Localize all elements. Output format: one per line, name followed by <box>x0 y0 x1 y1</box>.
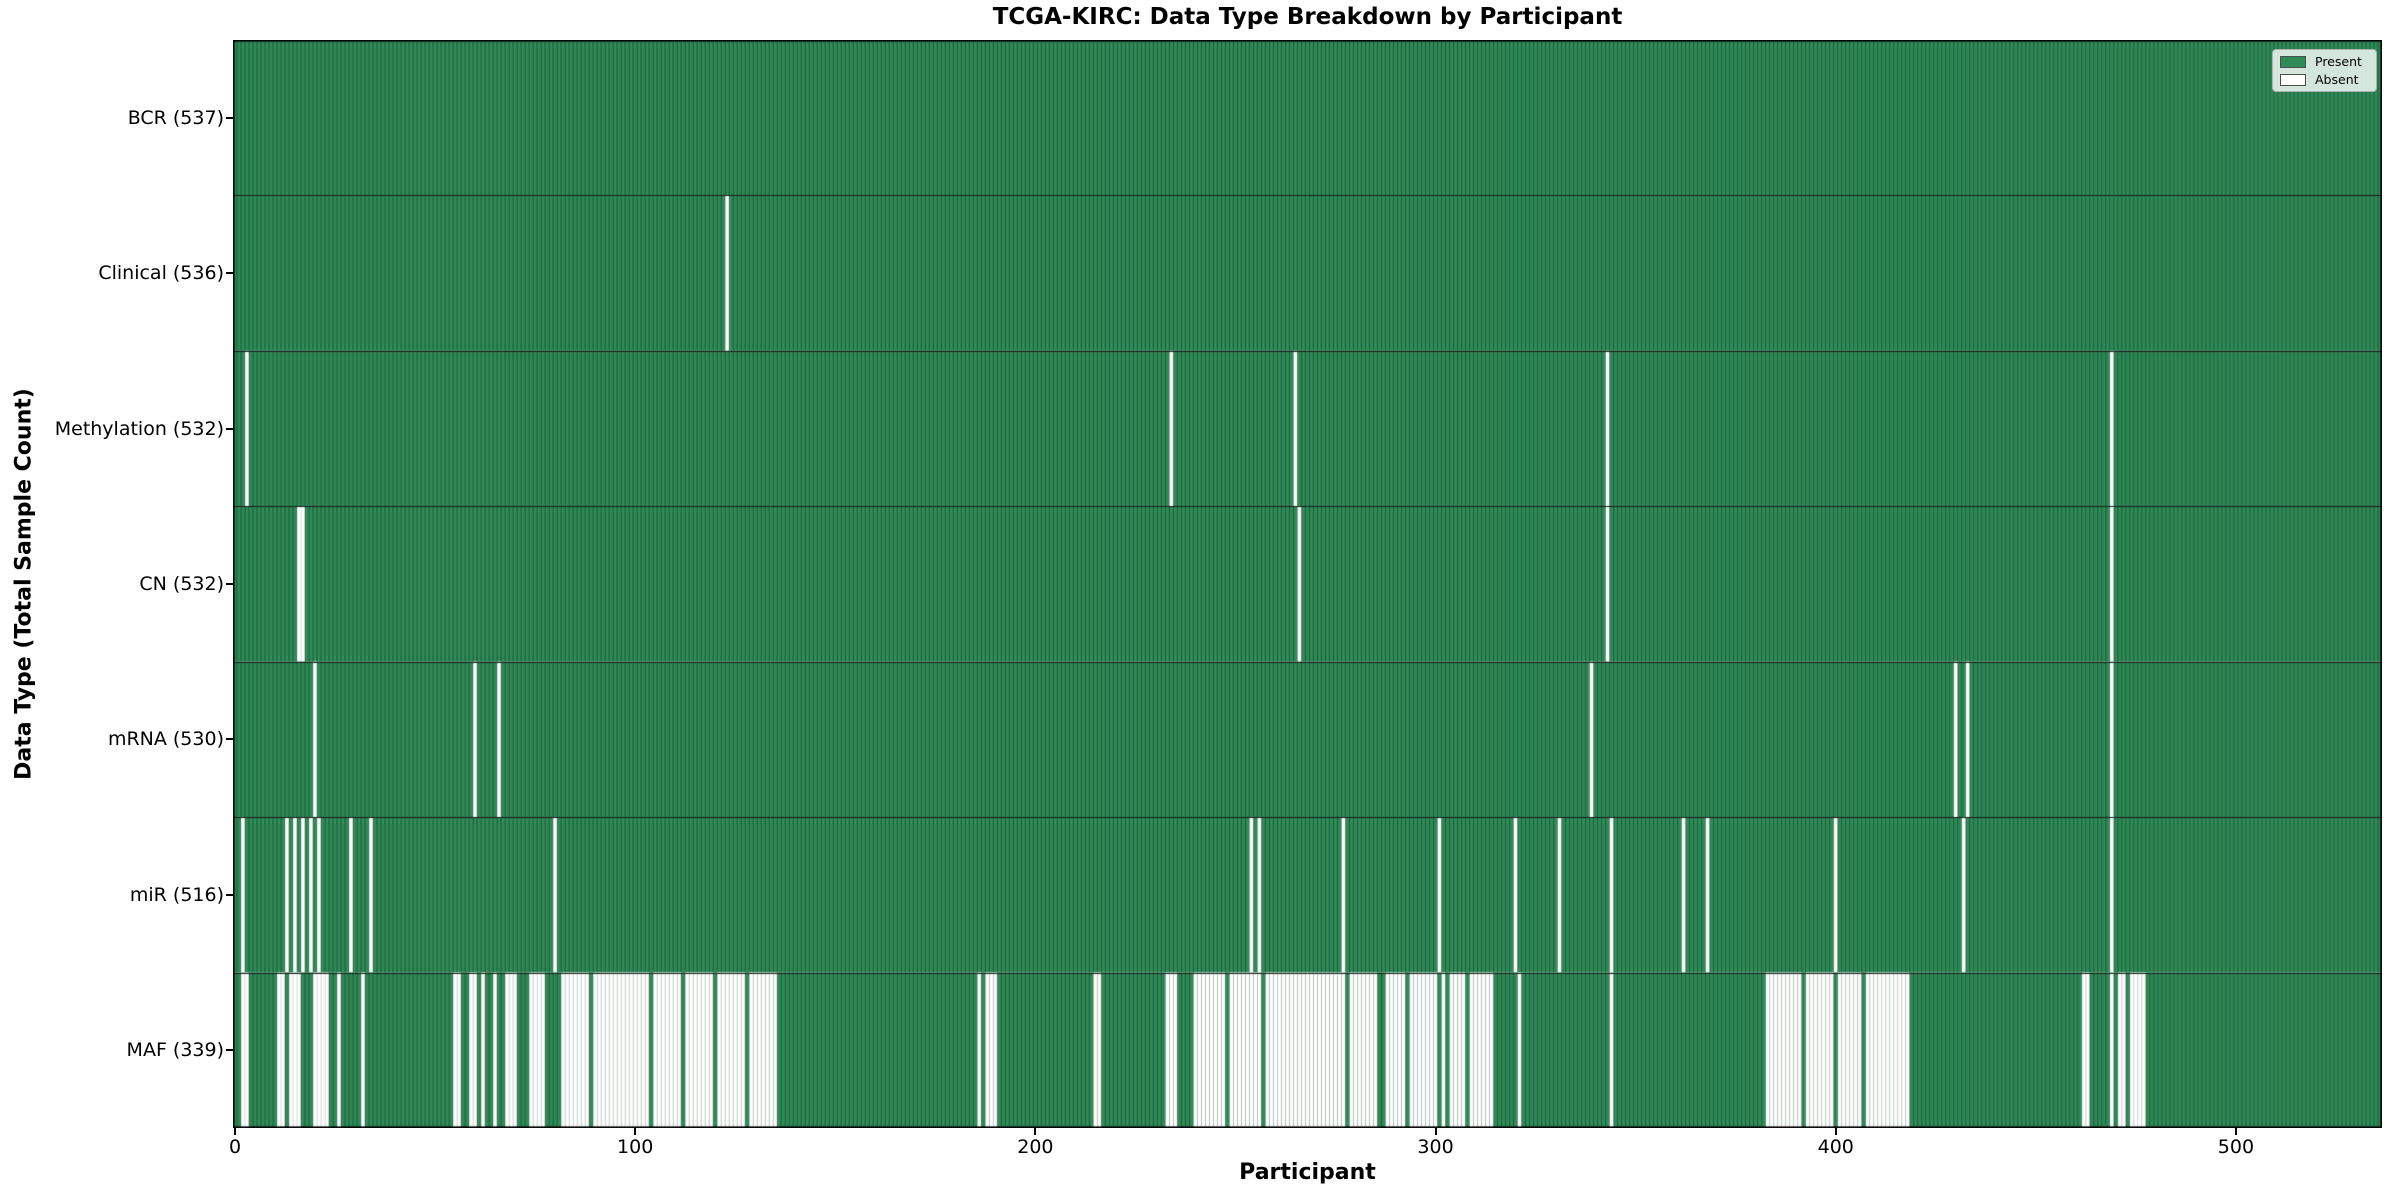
y-tick-mark <box>226 116 233 119</box>
x-tick-label-0: 0 <box>228 1136 242 1158</box>
row-label-methylation: Methylation (532) <box>54 417 224 440</box>
x-tick-label-300: 300 <box>1417 1136 1454 1158</box>
x-tick-mark <box>1434 1128 1437 1135</box>
y-tick-mark <box>226 1049 233 1052</box>
x-tick-label-100: 100 <box>617 1136 654 1158</box>
row-label-maf: MAF (339) <box>126 1039 224 1062</box>
heatmap-canvas <box>233 40 2382 1128</box>
y-tick-mark <box>226 427 233 430</box>
row-label-cn: CN (532) <box>139 573 224 595</box>
legend-swatch-absent-icon <box>2280 73 2306 86</box>
x-tick-mark <box>234 1128 236 1135</box>
x-tick-label-500: 500 <box>2217 1136 2255 1158</box>
legend-item-present: Present <box>2280 54 2369 69</box>
legend-label-absent: Absent <box>2315 72 2359 87</box>
legend-item-absent: Absent <box>2280 72 2369 87</box>
y-axis-label: Data Type (Total Sample Count) <box>11 388 37 780</box>
row-label-clinical: Clinical (536) <box>98 262 224 285</box>
legend-swatch-present-icon <box>2280 55 2306 68</box>
legend: Present Absent <box>2272 49 2377 92</box>
y-tick-mark <box>226 272 233 275</box>
x-axis-label: Participant <box>1239 1160 1376 1185</box>
y-tick-mark <box>226 583 233 585</box>
row-label-bcr: BCR (537) <box>127 106 224 129</box>
x-tick-label-200: 200 <box>1017 1136 1054 1158</box>
x-tick-label-400: 400 <box>1817 1136 1854 1158</box>
x-tick-mark <box>634 1128 637 1135</box>
y-tick-mark <box>226 893 233 896</box>
chart-title: TCGA-KIRC: Data Type Breakdown by Partic… <box>992 4 1623 30</box>
y-tick-mark <box>226 738 233 741</box>
x-tick-mark <box>1834 1128 1837 1135</box>
x-tick-mark <box>2234 1128 2237 1135</box>
row-label-mrna: mRNA (530) <box>107 728 224 751</box>
row-label-mir: miR (516) <box>129 883 224 906</box>
legend-label-present: Present <box>2315 54 2362 69</box>
x-tick-mark <box>1034 1128 1037 1135</box>
